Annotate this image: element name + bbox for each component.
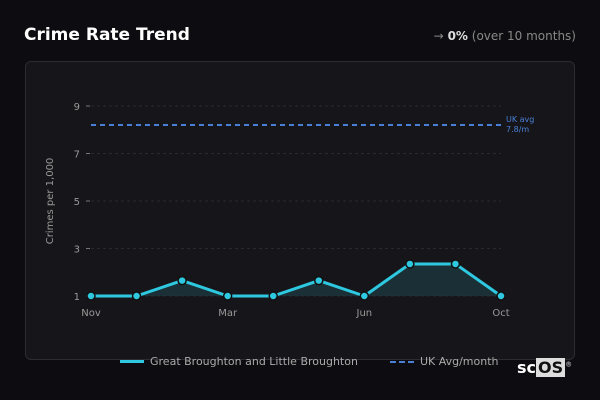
y-tick-label: 7 (74, 150, 80, 161)
data-point (86, 291, 96, 301)
data-point (314, 275, 324, 286)
legend-ref-swatch (389, 360, 414, 363)
data-point (131, 291, 142, 301)
data-point (268, 291, 278, 301)
chart-card (25, 61, 575, 360)
logo-mark: ® (565, 360, 573, 369)
chart-title: Crime Rate Trend (24, 25, 190, 45)
data-point (359, 291, 370, 301)
legend-ref-label: UK Avg/month (419, 355, 499, 368)
logo-sc: sc (517, 358, 537, 377)
data-point (405, 259, 415, 269)
legend-series-swatch (120, 360, 144, 363)
y-tick-label: 3 (74, 245, 80, 256)
change-value: 0% (447, 29, 468, 43)
legend-series-label: Great Broughton and Little Broughton (150, 355, 358, 368)
legend: Great Broughton and Little Broughton UK … (120, 355, 498, 368)
change-summary: → 0% (over 10 months) (434, 29, 576, 43)
x-tick-label: Jun (356, 308, 373, 319)
data-point (222, 291, 233, 301)
x-tick-label: Oct (492, 308, 509, 319)
y-tick-label: 9 (74, 102, 80, 113)
y-tick-label: 5 (74, 197, 80, 208)
trend-arrow-icon: → (433, 29, 444, 43)
data-point (450, 259, 461, 269)
change-period: (over 10 months) (471, 29, 576, 43)
y-axis-label: Crimes per 1,000 (45, 158, 56, 245)
uk-avg-label: UK avg (506, 115, 534, 124)
x-tick-label: Nov (81, 308, 101, 319)
x-tick-label: Mar (218, 308, 238, 319)
series-line (91, 262, 502, 298)
logo-os: OS (536, 358, 566, 377)
scos-logo: sc OS ® (517, 358, 572, 377)
data-point (496, 291, 506, 301)
uk-avg-value: 7.8/m (506, 125, 529, 134)
y-tick-label: 1 (74, 292, 80, 303)
data-point (177, 275, 187, 286)
